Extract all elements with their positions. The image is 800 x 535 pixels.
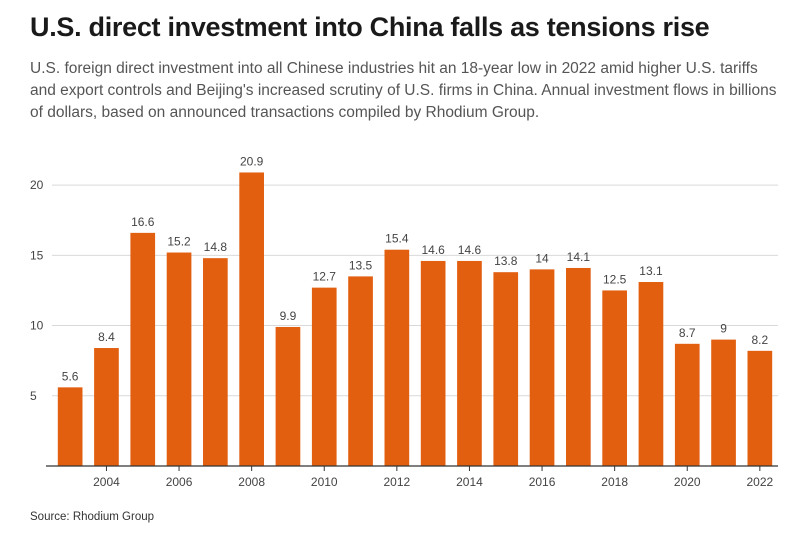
- data-label-2011: 13.5: [349, 258, 373, 272]
- data-label-2005: 16.6: [131, 215, 155, 229]
- data-label-2012: 15.4: [385, 232, 409, 246]
- data-label-2010: 12.7: [313, 270, 337, 284]
- data-labels: 5.6 8.4 16.6 15.2 14.8 20.9 9.9 12.7 13.5 15.4 14.…: [62, 154, 769, 383]
- x-tick-label-2006: 2006: [166, 475, 193, 489]
- bar-2014: [457, 260, 482, 466]
- bar-2012: [384, 249, 410, 466]
- x-tick-label-2008: 2008: [238, 475, 265, 489]
- bars: [57, 172, 773, 466]
- bar-2018: [602, 290, 627, 466]
- data-label-2017: 14.1: [567, 250, 591, 264]
- bar-2021: [711, 339, 736, 466]
- chart-title: U.S. direct investment into China falls …: [30, 12, 710, 42]
- bar-2008: [239, 172, 264, 466]
- bar-2011: [348, 276, 373, 466]
- bar-2006: [166, 252, 192, 466]
- source-note: Source: Rhodium Group: [30, 511, 155, 523]
- y-tick-label-5: 5: [30, 389, 37, 403]
- y-tick-label-10: 10: [30, 319, 44, 333]
- bar-2009: [275, 326, 301, 466]
- data-label-2015: 13.8: [494, 254, 518, 268]
- bar-2005: [130, 232, 156, 466]
- x-tick-label-2016: 2016: [529, 475, 556, 489]
- x-tick-label-2012: 2012: [383, 475, 410, 489]
- bar-2016: [529, 269, 555, 466]
- data-label-2004: 8.4: [98, 330, 115, 344]
- bar-2003: [57, 387, 83, 466]
- data-label-2007: 14.8: [204, 240, 228, 254]
- data-label-2006: 15.2: [167, 235, 191, 249]
- bar-2015: [493, 272, 519, 466]
- data-label-2008: 20.9: [240, 154, 264, 168]
- data-label-2021: 9: [720, 322, 727, 336]
- data-label-2014: 14.6: [458, 243, 482, 257]
- data-label-2020: 8.7: [679, 326, 696, 340]
- data-label-2009: 9.9: [280, 309, 297, 323]
- bar-2022: [747, 350, 773, 466]
- x-tick-label-2020: 2020: [674, 475, 701, 489]
- bar-2013: [420, 260, 446, 466]
- y-tick-label-20: 20: [30, 178, 44, 192]
- grid-lines: [52, 184, 778, 397]
- bar-2020: [674, 343, 700, 466]
- data-label-2018: 12.5: [603, 272, 627, 286]
- x-tick-label-2018: 2018: [601, 475, 628, 489]
- data-label-2016: 14: [535, 251, 549, 265]
- x-tick-label-2022: 2022: [746, 475, 773, 489]
- bar-2017: [566, 267, 591, 466]
- x-tick-label-2010: 2010: [311, 475, 338, 489]
- x-tick-label-2014: 2014: [456, 475, 483, 489]
- data-label-2022: 8.2: [752, 333, 769, 347]
- bar-2004: [94, 348, 119, 466]
- bar-2007: [203, 258, 228, 466]
- data-label-2019: 13.1: [639, 264, 663, 278]
- bar-2019: [638, 282, 664, 466]
- data-label-2013: 14.6: [421, 243, 445, 257]
- y-tick-label-15: 15: [30, 248, 44, 262]
- axes: 5 10 15 20 2004 2006 2008 2010 2012 2014 2016 2018 2…: [30, 178, 778, 489]
- x-tick-label-2004: 2004: [93, 475, 120, 489]
- bar-2010: [311, 287, 337, 466]
- chart-subtitle: U.S. foreign direct investment into all …: [30, 60, 777, 121]
- data-label-2003: 5.6: [62, 369, 79, 383]
